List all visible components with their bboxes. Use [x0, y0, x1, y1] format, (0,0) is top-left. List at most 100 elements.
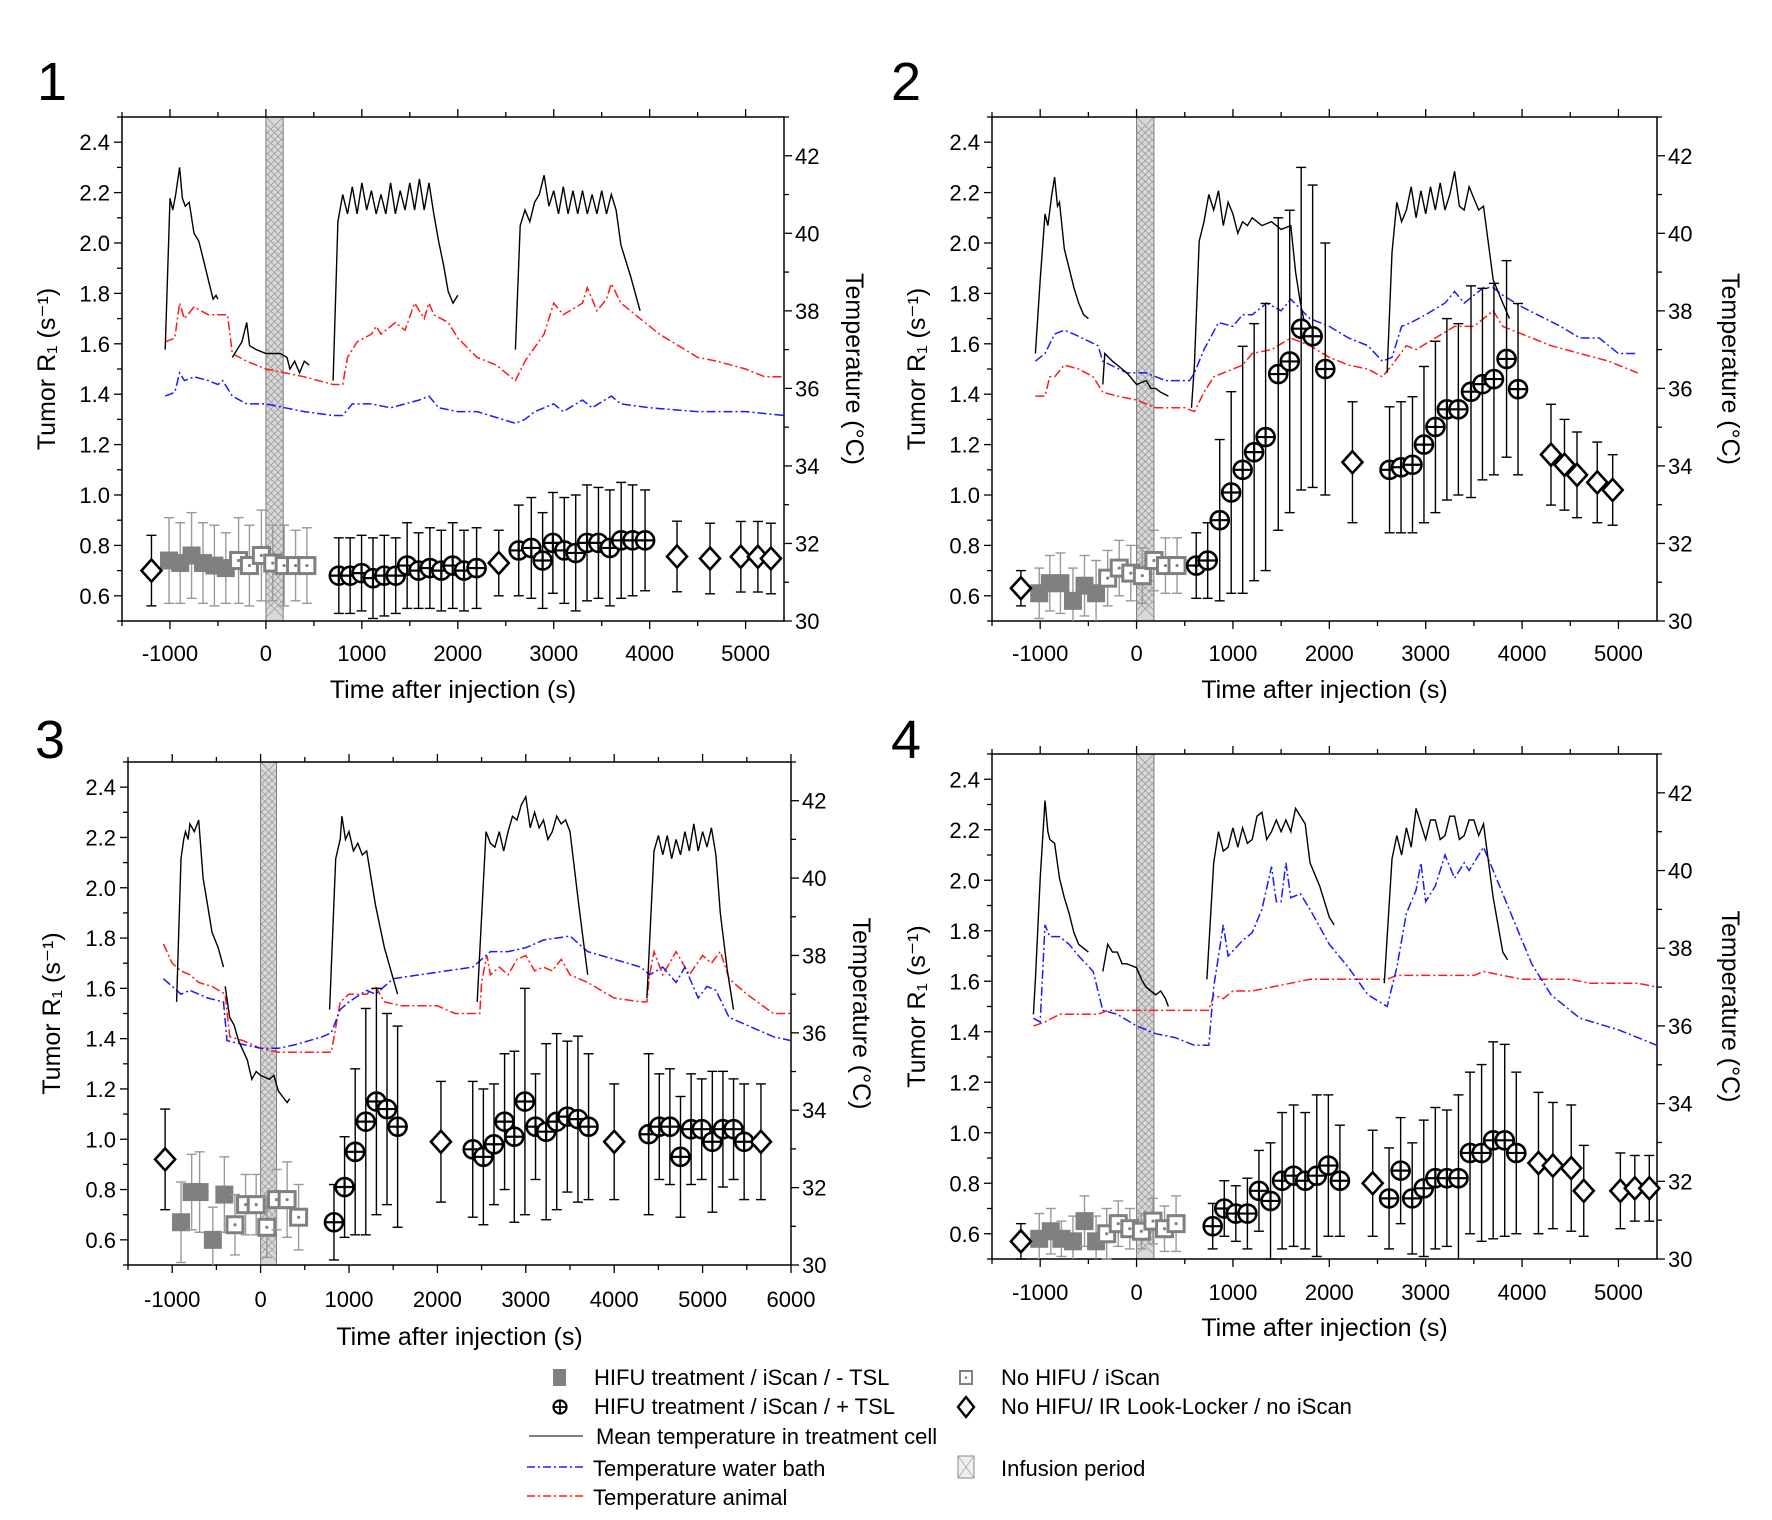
hatch-line: [1136, 410, 1155, 429]
open-square-dot: [1152, 558, 1156, 563]
hatch-line: [260, 817, 277, 835]
infusion-period-band: [1136, 753, 1155, 1260]
y-tick-label: 2.0: [949, 868, 980, 893]
series-hifu-plus-tsl: [323, 987, 755, 1261]
circle-plus-cross: [388, 1117, 407, 1136]
circle-plus-cross: [1380, 1189, 1399, 1208]
hatch-line: [1136, 347, 1155, 366]
y2-tick-label: 40: [1668, 859, 1692, 884]
y2-tick-label: 38: [1668, 936, 1692, 961]
hatch-line: [260, 1160, 277, 1178]
hatch-line: [260, 1125, 277, 1143]
hatch-line: [1136, 116, 1155, 135]
x-axis: -1000 0 1000 2000 3000 4000 5000 Time after inj…: [991, 746, 1643, 1342]
legend-label: Temperature animal: [593, 1485, 787, 1510]
infusion-period-band: [1136, 116, 1155, 622]
x-tick-label: 0: [254, 1287, 266, 1312]
y2-tick-label: 38: [802, 943, 826, 968]
hatch-line: [265, 298, 284, 317]
circle-plus-cross: [1198, 551, 1217, 570]
y-tick-label: 1.0: [949, 1121, 980, 1146]
open-square-dot: [285, 1198, 289, 1202]
y-tick-label: 1.2: [85, 1077, 116, 1102]
hatch-line: [265, 214, 284, 233]
circle-plus-cross: [1203, 1217, 1222, 1236]
hatch-line: [260, 859, 277, 877]
hatch-line: [260, 1013, 277, 1031]
mean-temperature-line: [646, 823, 735, 1010]
x-axis-title: Time after injection (s): [1201, 676, 1447, 704]
hatch-line: [265, 263, 284, 282]
hatch-line: [1136, 984, 1155, 1003]
hatch-line: [260, 999, 277, 1017]
hatch-line: [260, 1104, 277, 1122]
hatch-line: [1136, 879, 1155, 898]
hatch-line: [260, 845, 277, 863]
hatch-line: [1136, 809, 1155, 828]
hatch-line: [1136, 760, 1155, 779]
y-tick-label: 1.6: [79, 332, 110, 357]
hatch-line: [265, 445, 284, 464]
diamond-marker: [1360, 1170, 1385, 1197]
open-square-dot: [236, 558, 241, 563]
circle-plus-cross: [1449, 400, 1468, 419]
hatch-line: [260, 782, 277, 800]
x-tick-label: 4000: [1498, 641, 1547, 666]
panel-label: 2: [891, 52, 921, 112]
filled-square-marker: [172, 1213, 191, 1232]
animal-temperature-line: [164, 281, 784, 386]
hatch-line: [1136, 585, 1155, 604]
y2-tick-label: 32: [795, 531, 819, 556]
circle-plus-cross: [1319, 1156, 1338, 1175]
hatch-line: [1136, 438, 1155, 457]
x-tick-label: 3000: [1401, 641, 1450, 666]
hatch-line: [260, 908, 277, 926]
hatch-line: [260, 1111, 277, 1129]
hatch-line: [265, 207, 284, 226]
hatch-line: [1136, 900, 1155, 919]
hatch-line: [1136, 1026, 1155, 1045]
y2-tick-label: 40: [1668, 221, 1692, 246]
hatch-line: [1136, 998, 1155, 1017]
hatch-line: [265, 228, 284, 247]
circle-plus-cross: [1449, 1169, 1468, 1188]
y-tick-label: 0.8: [79, 533, 110, 558]
series-no-hifu-look-locker: [1009, 401, 1625, 607]
open-square-dot: [293, 563, 298, 568]
hatch-line: [1136, 1152, 1155, 1171]
y-tick-label: 2.2: [949, 818, 980, 843]
hatch-line: [1136, 914, 1155, 933]
hatch-line: [265, 501, 284, 520]
diamond-marker: [1565, 461, 1589, 488]
hatch-line: [265, 249, 284, 268]
circle-plus-cross: [703, 1132, 722, 1151]
legend-item-water-bath: Temperature water bath: [527, 1456, 825, 1481]
y2-tick-label: 36: [1668, 1014, 1692, 1039]
circle-plus-cross: [378, 1100, 397, 1119]
filled-square-marker: [1087, 584, 1106, 603]
diamond-marker: [759, 545, 783, 572]
filled-square-icon: [553, 1369, 566, 1386]
y-tick-label: 2.4: [79, 130, 110, 155]
hatch-line: [260, 775, 277, 793]
circle-plus-cross: [724, 1120, 743, 1139]
x-tick-label: 1000: [325, 1287, 374, 1312]
y-tick-label: 1.6: [949, 332, 980, 357]
open-square-dot: [1105, 1232, 1109, 1236]
circle-plus-cross: [537, 1122, 556, 1141]
open-square-dot: [265, 1225, 269, 1229]
hatch-line: [265, 361, 284, 380]
hatch-line: [1136, 1159, 1155, 1178]
y-axis-right: 30 32 34 36 38 40 42 Temperature (°C): [791, 761, 875, 1278]
y2-tick-label: 32: [802, 1176, 826, 1201]
x-tick-label: 1000: [337, 641, 386, 666]
hatch-line: [1136, 1033, 1155, 1052]
circle-plus-cross: [335, 1178, 354, 1197]
hatch-line: [1136, 837, 1155, 856]
circle-plus-cross: [324, 1213, 343, 1232]
hatch-line: [265, 347, 284, 366]
hatch-line: [265, 494, 284, 513]
open-square-dot: [233, 1223, 237, 1227]
hatch-line: [1136, 1005, 1155, 1024]
hatch-line: [265, 480, 284, 499]
